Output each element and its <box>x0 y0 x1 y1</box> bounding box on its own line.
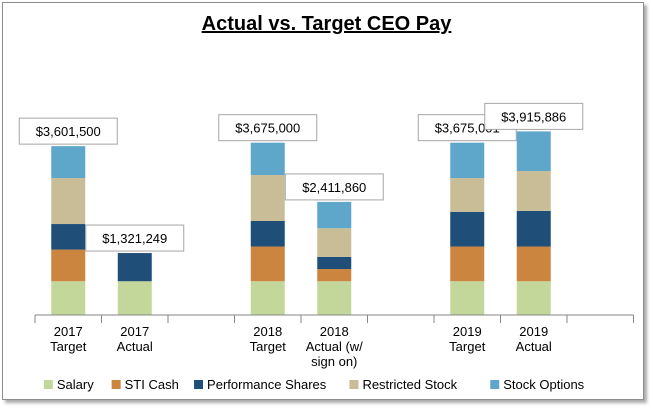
bar-segment <box>450 178 485 212</box>
legend-label: STI Cash <box>125 377 179 392</box>
bar-segment <box>516 210 551 247</box>
bar-segment <box>317 281 352 315</box>
bar-segment <box>516 246 551 282</box>
total-label-box <box>18 117 118 145</box>
bar-segment <box>317 228 352 257</box>
total-label: $3,915,886 <box>501 109 566 124</box>
chart-title: Actual vs. Target CEO Pay <box>201 13 452 35</box>
bar-segment <box>317 201 352 229</box>
total-label: $3,601,500 <box>36 124 101 139</box>
bar-segment <box>250 281 285 315</box>
x-tick-label: 2018 Actual (w/ sign on) <box>305 324 363 369</box>
bar-segment <box>51 178 86 225</box>
total-label-box <box>218 114 318 142</box>
bar-segment <box>450 281 485 315</box>
legend-label: Stock Options <box>503 377 584 392</box>
bar-segment <box>250 142 285 176</box>
total-label: $3,675,000 <box>235 121 300 136</box>
bar-segment <box>450 246 485 282</box>
bar-segment <box>51 224 86 250</box>
x-tick-label: 2017 Target <box>50 324 87 354</box>
bar-segment <box>450 211 485 247</box>
x-tick-label: 2018 Target <box>249 324 286 354</box>
bar-segment <box>250 220 285 247</box>
bar-segment <box>51 249 86 282</box>
x-tick-label: 2019 Target <box>449 324 486 354</box>
total-label: $1,321,249 <box>102 231 167 246</box>
bar-segment <box>250 246 285 282</box>
legend-swatch <box>349 380 359 389</box>
legend-swatch <box>43 380 53 389</box>
bar-segment <box>516 171 551 211</box>
total-label: $3,675,001 <box>435 121 500 136</box>
bar-segment <box>250 175 285 221</box>
x-tick-label: 2019 Actual <box>515 324 552 354</box>
legend-label: Restricted Stock <box>362 377 457 392</box>
bar-segment <box>51 146 86 179</box>
total-label-box <box>284 173 384 201</box>
legend-swatch <box>194 380 204 389</box>
legend-swatch <box>111 380 121 389</box>
x-tick-label: 2017 Actual <box>116 324 153 354</box>
bar-segment <box>450 142 485 179</box>
bar-segment <box>117 281 152 315</box>
bar-segment <box>51 281 86 315</box>
bar-segment <box>516 131 551 172</box>
total-label-box <box>484 102 584 130</box>
legend-label: Performance Shares <box>207 377 327 392</box>
total-label-box <box>85 224 185 252</box>
bar-segment <box>317 256 352 270</box>
total-label: $2,411,860 <box>302 180 366 195</box>
bar-segment <box>117 253 152 282</box>
bar-segment <box>317 269 352 282</box>
legend-swatch <box>490 380 500 389</box>
legend-label: Salary <box>57 377 94 392</box>
bar-segment <box>516 281 551 315</box>
